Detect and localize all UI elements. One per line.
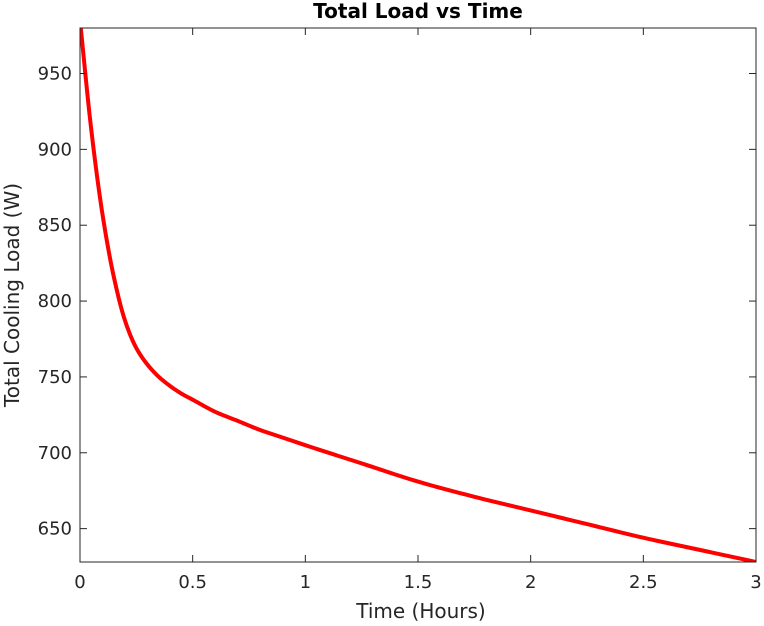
x-tick-label: 2.5 [629,572,658,593]
x-tick-label: 1.5 [404,572,433,593]
series-layer [80,28,756,562]
y-axis-label: Total Cooling Load (W) [0,183,24,408]
x-axis-label: Time (Hours) [355,599,486,623]
y-tick-label: 900 [38,139,72,160]
axes-background [80,28,756,562]
y-axis-ticks: 650 700 750 800 850 900 950 [38,64,756,540]
x-tick-label: 3 [750,572,761,593]
x-tick-label: 2 [525,572,536,593]
y-tick-label: 800 [38,291,72,312]
x-tick-label: 0 [74,572,85,593]
y-tick-label: 850 [38,215,72,236]
series-line [80,28,756,562]
x-axis-ticks: 0 0.5 1 1.5 2 2.5 3 [74,28,762,593]
y-tick-label: 950 [38,64,72,85]
y-tick-label: 750 [38,367,72,388]
x-tick-label: 1 [300,572,311,593]
plot-area: 0 0.5 1 1.5 2 2.5 3 650 700 750 800 850 900 950 [38,27,762,593]
y-tick-label: 700 [38,443,72,464]
x-tick-label: 0.5 [178,572,207,593]
chart-title: Total Load vs Time [313,0,523,23]
y-tick-label: 650 [38,519,72,540]
